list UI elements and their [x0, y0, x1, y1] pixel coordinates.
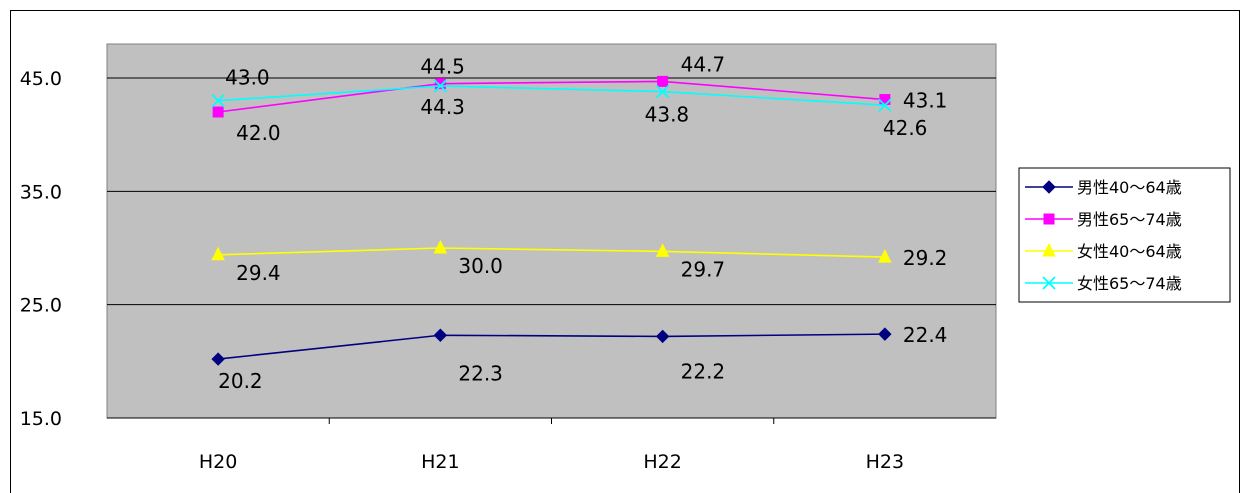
series-line — [218, 85, 885, 106]
data-point — [212, 106, 224, 118]
data-label: 44.7 — [681, 52, 726, 76]
y-tick-label: 35.0 — [20, 181, 62, 203]
data-label: 42.0 — [236, 121, 281, 145]
data-label: 29.2 — [903, 246, 948, 270]
legend-entry: 男性65～74歳 — [1077, 210, 1182, 229]
series-line — [218, 247, 885, 258]
legend-entry: 男性40～64歳 — [1077, 178, 1182, 197]
plot-area — [106, 43, 997, 419]
legend-marker — [1043, 213, 1055, 225]
data-label: 30.0 — [458, 254, 503, 278]
legend-entry: 女性65～74歳 — [1077, 274, 1182, 293]
data-label: 44.3 — [420, 95, 465, 119]
data-point — [878, 248, 892, 263]
data-point — [878, 327, 892, 341]
y-tick-label: 45.0 — [20, 68, 62, 90]
data-label: 44.5 — [420, 55, 465, 79]
y-tick-label: 25.0 — [20, 295, 62, 317]
data-point — [434, 78, 446, 90]
data-point — [211, 94, 225, 108]
y-tick-label: 15.0 — [20, 408, 62, 430]
data-point — [655, 329, 670, 344]
data-label: 22.2 — [681, 359, 726, 383]
data-point — [211, 352, 225, 366]
data-point — [433, 328, 448, 342]
legend-marker — [1042, 276, 1056, 290]
data-label: 42.6 — [883, 116, 928, 140]
data-label: 43.0 — [225, 66, 270, 90]
data-point — [878, 98, 892, 112]
legend-box — [1018, 167, 1231, 303]
data-label: 22.4 — [903, 323, 948, 347]
data-point — [655, 84, 670, 99]
data-label: 20.2 — [218, 369, 263, 393]
x-tick-label: H20 — [199, 451, 237, 473]
data-label: 29.7 — [681, 257, 726, 281]
data-point — [433, 79, 448, 93]
x-tick-label: H21 — [421, 451, 459, 473]
data-label: 22.3 — [458, 361, 503, 385]
data-label: 43.1 — [903, 89, 948, 113]
data-label: 43.8 — [645, 103, 690, 127]
x-tick-label: H22 — [643, 451, 681, 473]
series-line — [218, 80, 885, 113]
data-point — [433, 239, 448, 254]
data-point — [657, 75, 669, 87]
legend-marker — [1042, 242, 1056, 257]
data-point — [879, 94, 891, 106]
series-line — [218, 333, 885, 360]
data-point — [211, 246, 225, 261]
x-tick-label: H23 — [866, 451, 904, 473]
data-label: 29.4 — [236, 261, 281, 285]
legend-entry: 女性40～64歳 — [1077, 242, 1182, 261]
chart-frame — [10, 10, 1240, 493]
legend-marker — [1042, 180, 1056, 194]
data-point — [655, 243, 670, 257]
